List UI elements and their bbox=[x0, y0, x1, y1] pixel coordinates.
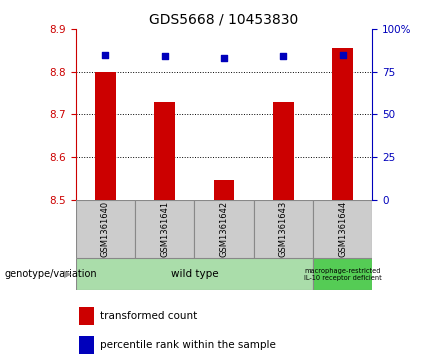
Text: genotype/variation: genotype/variation bbox=[4, 269, 97, 279]
Bar bbox=[135, 200, 194, 258]
Text: percentile rank within the sample: percentile rank within the sample bbox=[100, 340, 275, 350]
Point bbox=[339, 52, 346, 57]
Bar bbox=[79, 307, 94, 325]
Bar bbox=[155, 102, 175, 200]
Text: wild type: wild type bbox=[171, 269, 218, 279]
Text: GSM1361642: GSM1361642 bbox=[220, 201, 229, 257]
Text: GSM1361643: GSM1361643 bbox=[279, 201, 288, 257]
Bar bbox=[313, 200, 372, 258]
Bar bbox=[254, 200, 313, 258]
Bar bbox=[76, 200, 135, 258]
Text: GSM1361640: GSM1361640 bbox=[101, 201, 110, 257]
Bar bbox=[194, 200, 254, 258]
Point bbox=[280, 53, 287, 59]
Text: macrophage-restricted
IL-10 receptor deficient: macrophage-restricted IL-10 receptor def… bbox=[304, 268, 381, 281]
Bar bbox=[95, 72, 116, 200]
Bar bbox=[76, 258, 313, 290]
Point bbox=[162, 53, 168, 59]
Bar bbox=[214, 180, 234, 200]
Text: GSM1361644: GSM1361644 bbox=[338, 201, 347, 257]
Text: ▶: ▶ bbox=[64, 269, 71, 279]
Text: GSM1361641: GSM1361641 bbox=[160, 201, 169, 257]
Point bbox=[102, 52, 109, 57]
Bar bbox=[333, 48, 353, 200]
Bar bbox=[79, 336, 94, 354]
Text: transformed count: transformed count bbox=[100, 311, 197, 321]
Bar bbox=[313, 258, 372, 290]
Title: GDS5668 / 10453830: GDS5668 / 10453830 bbox=[149, 12, 299, 26]
Point bbox=[221, 55, 228, 61]
Bar bbox=[273, 102, 294, 200]
